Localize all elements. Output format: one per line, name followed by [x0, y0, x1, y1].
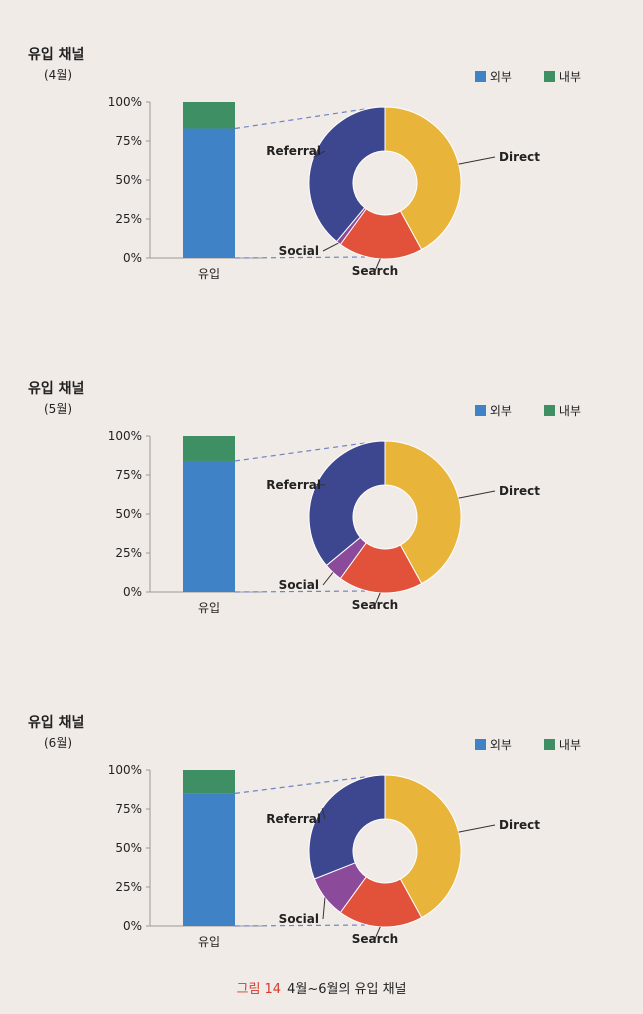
- legend-label: 내부: [558, 70, 581, 84]
- y-tick-label: 50%: [115, 507, 142, 521]
- figure-caption: 그림 14 4월~6월의 유입 채널: [0, 978, 643, 997]
- connector-line: [234, 590, 366, 593]
- donut-slice-direct: [384, 440, 462, 585]
- legend-swatch-external: [474, 71, 486, 82]
- legend-swatch-internal: [543, 739, 555, 750]
- connector-line: [234, 776, 366, 794]
- leader-line: [458, 156, 496, 165]
- legend-label: 내부: [558, 404, 581, 418]
- legend-label: 외부: [489, 738, 512, 752]
- slice-label: Referral: [266, 812, 321, 826]
- legend-item-external: 외부: [474, 402, 512, 419]
- legend-item-external: 외부: [474, 736, 512, 753]
- bar-internal: [183, 436, 235, 461]
- leader-line: [458, 490, 496, 499]
- bar-external: [183, 460, 235, 592]
- leader-line: [322, 572, 334, 586]
- chart-svg: 100% 75% 50% 25% 0% 유입 Direct Search Social Refer…: [108, 763, 541, 949]
- legend-swatch-internal: [543, 71, 555, 82]
- slice-label: Referral: [266, 144, 321, 158]
- panel-subtitle: (4월): [44, 68, 73, 82]
- slice-label: Social: [279, 578, 319, 592]
- y-tick-label: 100%: [108, 429, 142, 443]
- slice-label: Direct: [499, 150, 540, 164]
- legend-label: 외부: [489, 70, 512, 84]
- bar-external: [183, 128, 235, 258]
- x-tick-label: 유입: [198, 267, 220, 281]
- leader-line: [322, 242, 339, 252]
- slice-label: Direct: [499, 484, 540, 498]
- donut-slice-direct: [384, 774, 462, 919]
- y-tick-label: 100%: [108, 763, 142, 777]
- panel-april: 유입 채널 (4월) 외부 내부 100% 75% 50% 25% 0% 유입 Direct…: [0, 8, 643, 338]
- donut-slice-referral: [308, 440, 386, 567]
- panel-subtitle: (6월): [44, 736, 73, 750]
- figure-caption-text: 4월~6월의 유입 채널: [287, 982, 407, 997]
- legend-item-internal: 내부: [543, 402, 581, 419]
- y-tick-label: 0%: [123, 251, 142, 265]
- legend-swatch-external: [474, 739, 486, 750]
- leader-line: [374, 926, 381, 940]
- connector-line: [234, 924, 366, 927]
- legend: 외부 내부: [474, 736, 581, 753]
- y-tick-label: 50%: [115, 173, 142, 187]
- y-tick-label: 25%: [115, 880, 142, 894]
- leader-line: [374, 258, 381, 272]
- panel-title: 유입 채널: [28, 47, 85, 63]
- connector-line: [234, 108, 366, 130]
- bar-internal: [183, 102, 235, 129]
- chart-svg: 100% 75% 50% 25% 0% 유입 Direct Search Social Refer…: [108, 429, 541, 615]
- panel-june: 유입 채널 (6월) 외부 내부 100% 75% 50% 25% 0% 유입 Direct…: [0, 676, 643, 1006]
- connector-line: [234, 442, 366, 462]
- y-tick-label: 75%: [115, 468, 142, 482]
- x-tick-label: 유입: [198, 601, 220, 615]
- slice-label: Search: [352, 264, 398, 278]
- figure-number: 그림 14: [236, 982, 282, 997]
- leader-line: [374, 592, 381, 606]
- donut-slice-referral: [308, 774, 386, 880]
- slice-label: Direct: [499, 818, 540, 832]
- legend: 외부 내부: [474, 68, 581, 85]
- panel-subtitle: (5월): [44, 402, 73, 416]
- slice-label: Social: [279, 912, 319, 926]
- legend-item-internal: 내부: [543, 68, 581, 85]
- leader-line: [313, 150, 326, 158]
- slice-label: Referral: [266, 478, 321, 492]
- y-tick-label: 25%: [115, 546, 142, 560]
- legend-item-internal: 내부: [543, 736, 581, 753]
- panel-may: 유입 채널 (5월) 외부 내부 100% 75% 50% 25% 0% 유입 Direct…: [0, 342, 643, 672]
- y-tick-label: 75%: [115, 134, 142, 148]
- chart-svg: 100% 75% 50% 25% 0% 유입 Direct Search Social Refer…: [108, 95, 541, 281]
- panel-title: 유입 채널: [28, 381, 85, 397]
- y-tick-label: 25%: [115, 212, 142, 226]
- legend-swatch-internal: [543, 405, 555, 416]
- y-tick-label: 75%: [115, 802, 142, 816]
- y-tick-label: 50%: [115, 841, 142, 855]
- y-tick-label: 0%: [123, 919, 142, 933]
- slice-label: Search: [352, 932, 398, 946]
- y-tick-label: 0%: [123, 585, 142, 599]
- legend-swatch-external: [474, 405, 486, 416]
- bar-external: [183, 793, 235, 926]
- leader-line: [458, 824, 496, 833]
- leader-line: [322, 897, 326, 920]
- bar-internal: [183, 770, 235, 794]
- slice-label: Social: [279, 244, 319, 258]
- y-tick-label: 100%: [108, 95, 142, 109]
- legend-label: 외부: [489, 404, 512, 418]
- slice-label: Search: [352, 598, 398, 612]
- donut-slice-direct: [384, 106, 462, 251]
- connector-line: [234, 256, 366, 259]
- legend-item-external: 외부: [474, 68, 512, 85]
- legend-label: 내부: [558, 738, 581, 752]
- x-tick-label: 유입: [198, 935, 220, 949]
- panel-title: 유입 채널: [28, 715, 85, 731]
- legend: 외부 내부: [474, 402, 581, 419]
- donut-slice-referral: [308, 106, 386, 243]
- leader-line: [321, 808, 326, 820]
